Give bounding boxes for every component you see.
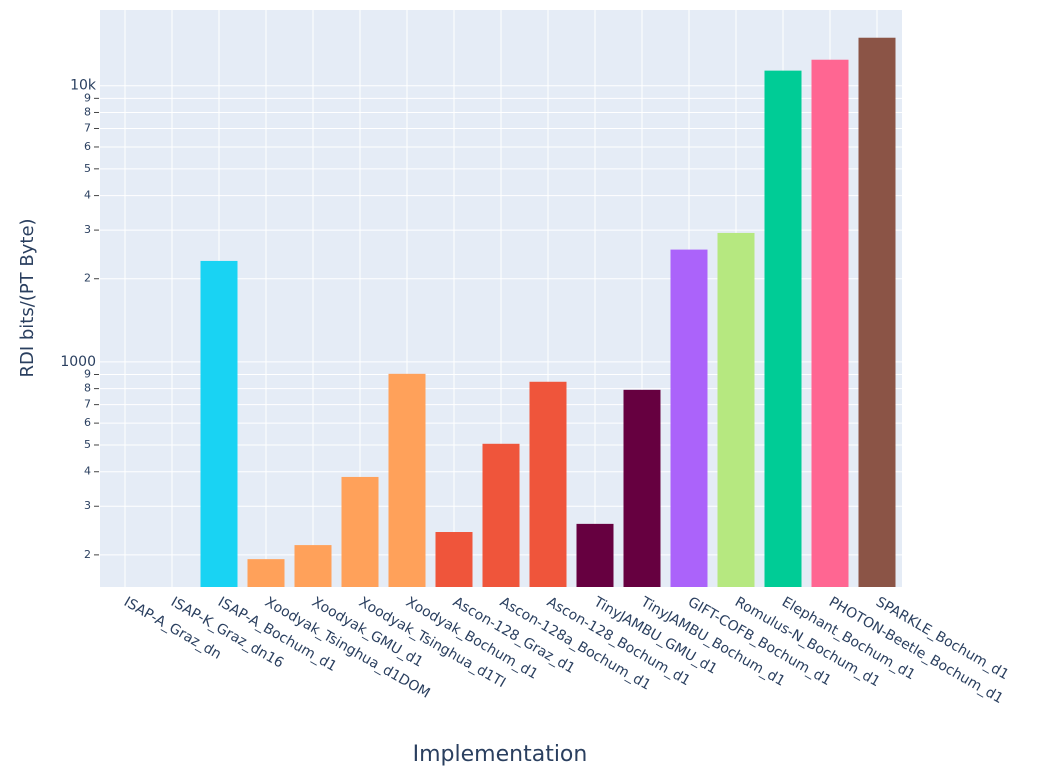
y-tick-label: 5: [84, 438, 91, 451]
y-tick-label: 7: [84, 398, 91, 411]
bar: [529, 381, 567, 587]
y-tick-label: 9: [84, 367, 91, 380]
bar: [576, 523, 614, 587]
bar: [482, 443, 520, 587]
y-tick-label: 4: [84, 189, 91, 202]
y-tick-label: 6: [84, 416, 91, 429]
y-tick-label: 3: [84, 499, 91, 512]
y-tick-label: 4: [84, 465, 91, 478]
y-tick-label: 2: [84, 548, 91, 561]
y-tick-label: 10k: [70, 78, 97, 94]
y-tick-label: 8: [84, 382, 91, 395]
y-tick-label: 6: [84, 140, 91, 153]
y-tick-label: 7: [84, 121, 91, 134]
y-tick-label: 3: [84, 223, 91, 236]
bar: [670, 249, 708, 587]
bar: [623, 389, 661, 587]
x-axis-title: Implementation: [413, 742, 588, 767]
y-tick-label: 9: [84, 91, 91, 104]
bar: [294, 545, 332, 587]
bar: [200, 260, 238, 587]
bar: [388, 373, 426, 587]
y-tick-label: 1000: [60, 354, 96, 370]
bar: [247, 559, 285, 587]
y-axis-title: RDI bits/(PT Byte): [17, 218, 38, 377]
bar: [717, 232, 755, 587]
bar: [764, 70, 802, 587]
bar: [341, 476, 379, 587]
y-tick-label: 8: [84, 105, 91, 118]
bar: [858, 37, 896, 588]
y-tick-label: 5: [84, 162, 91, 175]
bar: [435, 532, 473, 587]
bar: [811, 59, 849, 587]
y-tick-label: 2: [84, 272, 91, 285]
